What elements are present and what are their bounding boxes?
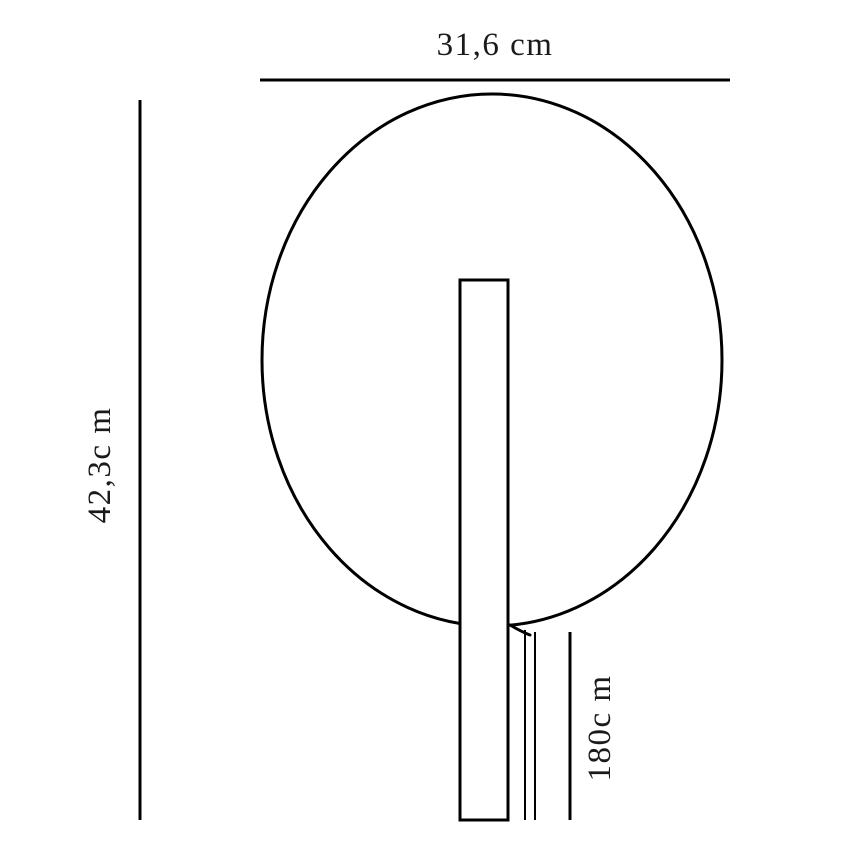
cord-dimension: 180c m [570,632,618,820]
left-dimension: 42,3c m [82,100,140,820]
width-label: 31,6 cm [437,27,554,63]
leaf-tail [510,625,530,635]
stem-bar [460,280,508,820]
height-label: 42,3c m [82,407,118,524]
cord-label: 180c m [582,674,618,781]
dimension-drawing: 31,6 cm 42,3c m 180c m [0,0,868,868]
top-dimension: 31,6 cm [260,27,730,80]
